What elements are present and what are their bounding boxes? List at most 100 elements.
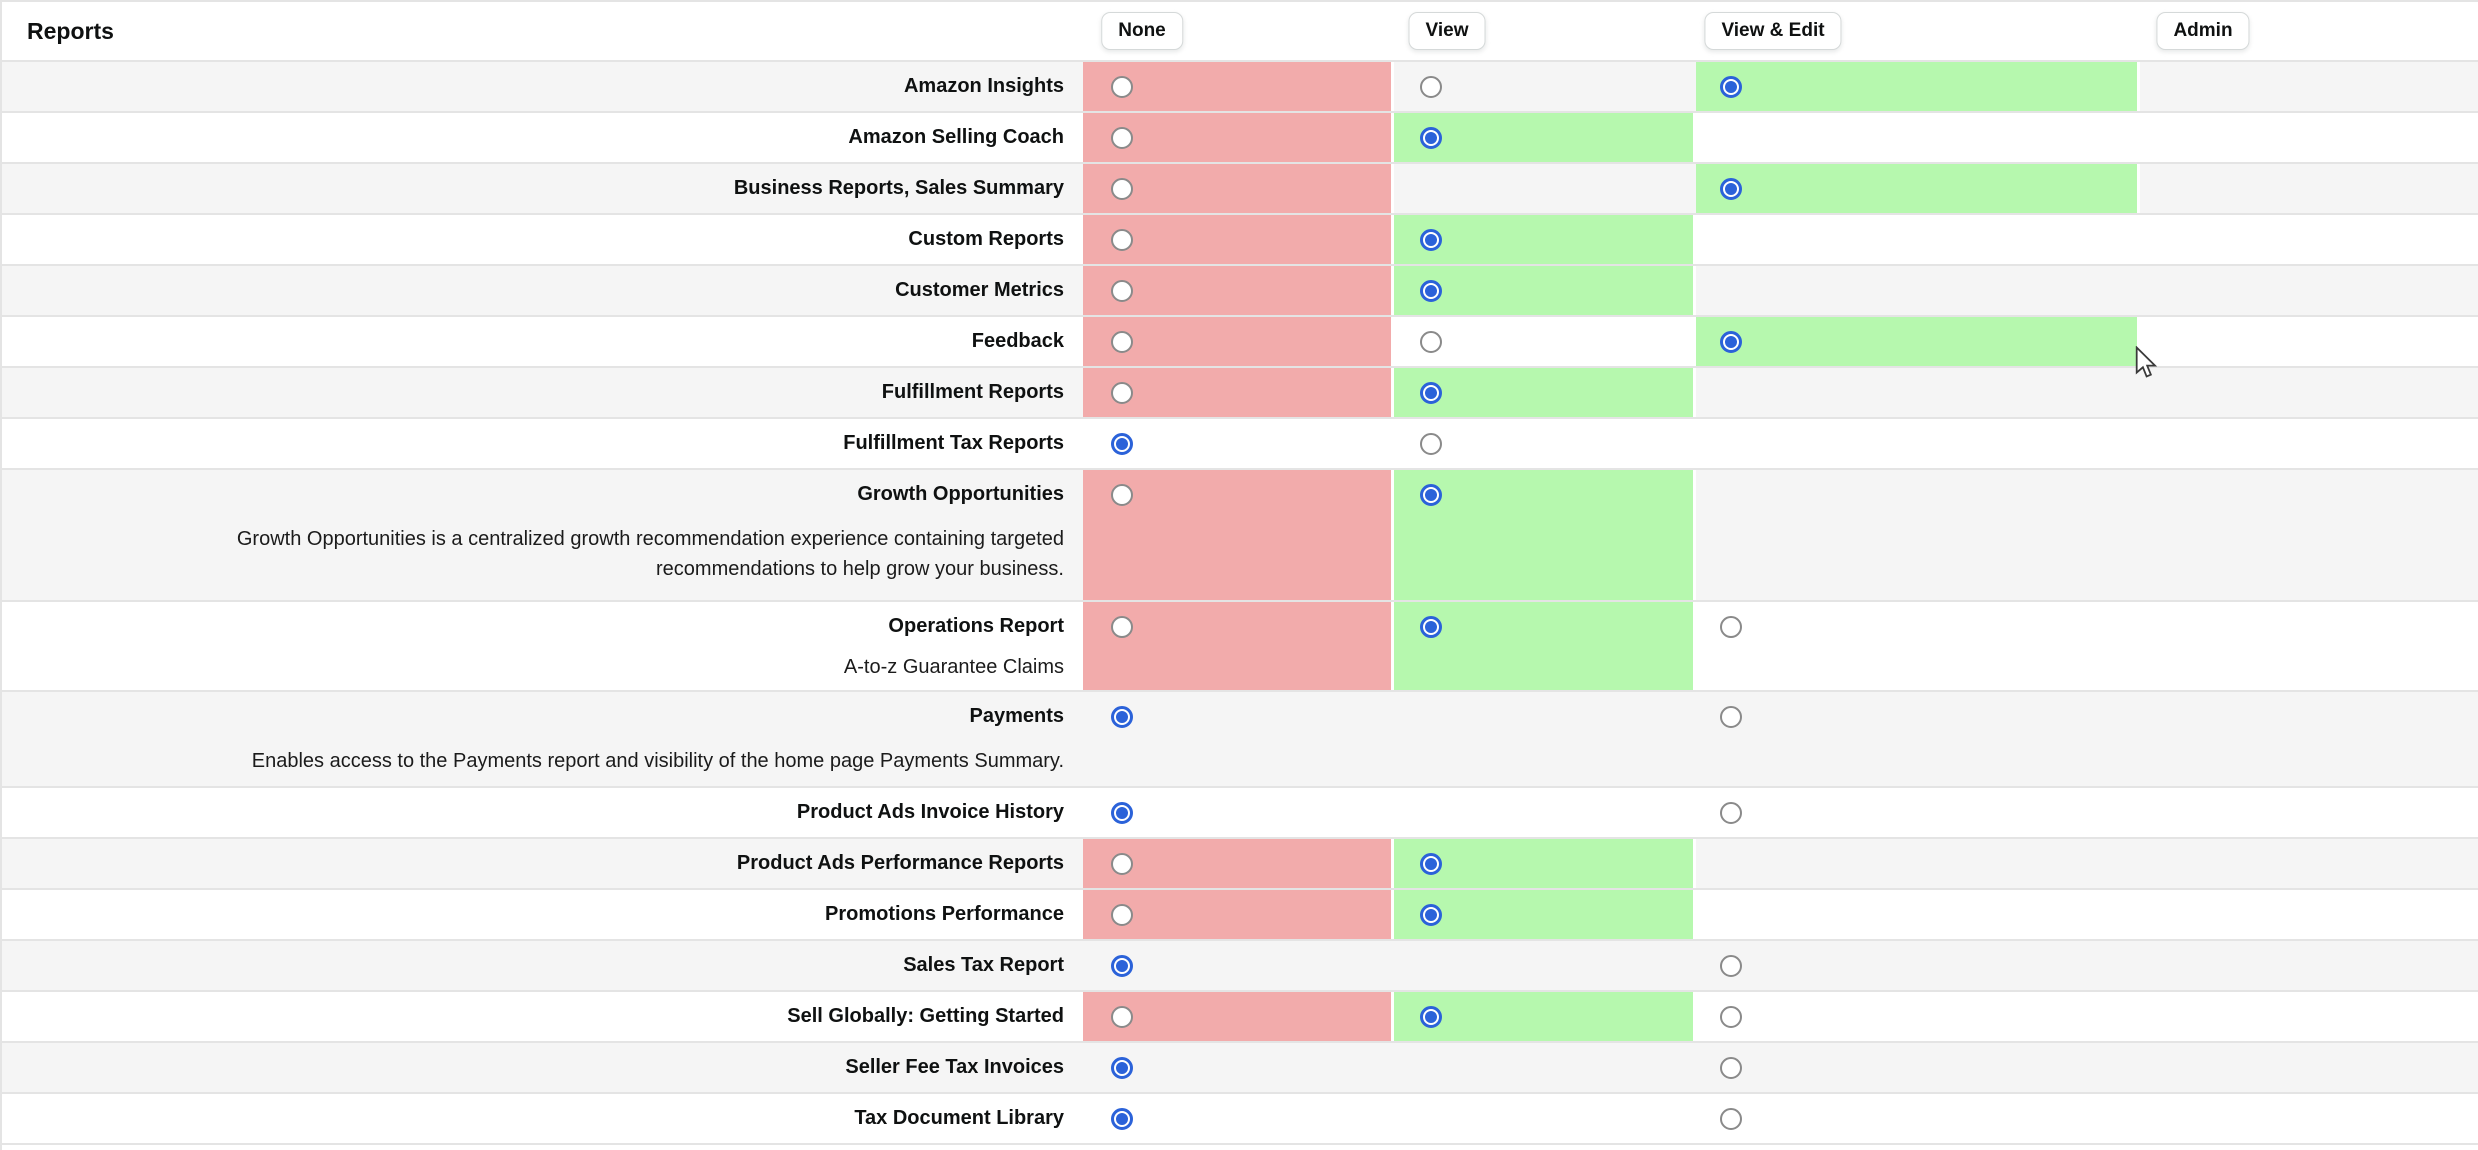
radio-none[interactable] xyxy=(1111,331,1133,353)
row-sublabel: A-to-z Guarantee Claims xyxy=(843,656,1064,678)
cell-view xyxy=(1394,266,1696,315)
radio-view[interactable] xyxy=(1420,76,1442,98)
radio-none[interactable] xyxy=(1111,706,1133,728)
radio-none[interactable] xyxy=(1111,904,1133,926)
radio-none[interactable] xyxy=(1111,229,1133,251)
radio-view_edit[interactable] xyxy=(1720,955,1742,977)
row-labels: Fulfillment Reports xyxy=(2,368,1064,417)
row-labels: Amazon Insights xyxy=(2,62,1064,111)
column-header-view-button[interactable]: View xyxy=(1408,12,1486,50)
cell-view xyxy=(1394,215,1696,264)
row-labels: Sell Globally: Getting Started xyxy=(2,992,1064,1041)
radio-none[interactable] xyxy=(1111,76,1133,98)
radio-view[interactable] xyxy=(1420,904,1442,926)
cell-none xyxy=(1083,62,1394,111)
row-label: Operations Report xyxy=(888,615,1064,637)
column-header-none-button[interactable]: None xyxy=(1101,12,1183,50)
radio-view[interactable] xyxy=(1420,382,1442,404)
cell-none xyxy=(1083,164,1394,213)
column-header-admin-button[interactable]: Admin xyxy=(2156,12,2250,50)
table-row: Feedback xyxy=(2,317,2478,368)
radio-view[interactable] xyxy=(1420,280,1442,302)
radio-view[interactable] xyxy=(1420,484,1442,506)
table-row: Growth Opportunities Growth Opportunitie… xyxy=(2,470,2478,602)
row-label: Custom Reports xyxy=(908,228,1064,250)
table-row: Operations Report A-to-z Guarantee Claim… xyxy=(2,602,2478,692)
section-title: Reports xyxy=(27,18,114,44)
table-row: Sales Tax Report xyxy=(2,941,2478,992)
row-description: Growth Opportunities is a centralized gr… xyxy=(236,528,1064,580)
table-row: Sell Globally: Getting Started xyxy=(2,992,2478,1043)
table-body: Amazon Insights Amazon Selling Coach Bus… xyxy=(2,62,2478,1145)
cell-view xyxy=(1394,992,1696,1041)
radio-view_edit[interactable] xyxy=(1720,1006,1742,1028)
table-row: Custom Reports xyxy=(2,215,2478,266)
cell-view_edit xyxy=(1696,317,2140,366)
table-row: Payments Enables access to the Payments … xyxy=(2,692,2478,788)
cell-view xyxy=(1394,839,1696,888)
radio-none[interactable] xyxy=(1111,382,1133,404)
cell-none xyxy=(1083,113,1394,162)
radio-view[interactable] xyxy=(1420,331,1442,353)
radio-none[interactable] xyxy=(1111,127,1133,149)
cell-view xyxy=(1394,470,1696,600)
table-row: Product Ads Invoice History xyxy=(2,788,2478,839)
cell-none xyxy=(1083,890,1394,939)
radio-view[interactable] xyxy=(1420,853,1442,875)
radio-view[interactable] xyxy=(1420,433,1442,455)
row-label: Product Ads Performance Reports xyxy=(736,852,1064,874)
radio-view[interactable] xyxy=(1420,229,1442,251)
row-labels: Customer Metrics xyxy=(2,266,1064,315)
column-header-view-edit-button[interactable]: View & Edit xyxy=(1704,12,1842,50)
radio-none[interactable] xyxy=(1111,616,1133,638)
cell-view_edit xyxy=(1696,62,2140,111)
row-labels: Payments Enables access to the Payments … xyxy=(2,692,1064,776)
radio-view_edit[interactable] xyxy=(1720,706,1742,728)
row-labels: Operations Report A-to-z Guarantee Claim… xyxy=(2,602,1064,682)
radio-view_edit[interactable] xyxy=(1720,178,1742,200)
radio-none[interactable] xyxy=(1111,802,1133,824)
radio-none[interactable] xyxy=(1111,1006,1133,1028)
radio-view_edit[interactable] xyxy=(1720,331,1742,353)
table-row: Tax Document Library xyxy=(2,1094,2478,1145)
row-label: Customer Metrics xyxy=(895,279,1064,301)
radio-view_edit[interactable] xyxy=(1720,1108,1742,1130)
cell-none xyxy=(1083,368,1394,417)
row-labels: Amazon Selling Coach xyxy=(2,113,1064,162)
cell-none xyxy=(1083,317,1394,366)
radio-view[interactable] xyxy=(1420,127,1442,149)
cell-none xyxy=(1083,215,1394,264)
row-labels: Product Ads Invoice History xyxy=(2,788,1064,837)
radio-none[interactable] xyxy=(1111,853,1133,875)
radio-none[interactable] xyxy=(1111,280,1133,302)
radio-view_edit[interactable] xyxy=(1720,616,1742,638)
table-row: Product Ads Performance Reports xyxy=(2,839,2478,890)
table-row: Fulfillment Reports xyxy=(2,368,2478,419)
radio-none[interactable] xyxy=(1111,1108,1133,1130)
row-label: Seller Fee Tax Invoices xyxy=(845,1056,1064,1078)
row-label: Fulfillment Reports xyxy=(881,381,1064,403)
radio-view_edit[interactable] xyxy=(1720,76,1742,98)
radio-none[interactable] xyxy=(1111,433,1133,455)
radio-view[interactable] xyxy=(1420,1006,1442,1028)
row-label: Amazon Insights xyxy=(903,75,1064,97)
radio-view_edit[interactable] xyxy=(1720,1057,1742,1079)
radio-none[interactable] xyxy=(1111,1057,1133,1079)
row-labels: Promotions Performance xyxy=(2,890,1064,939)
cell-none xyxy=(1083,992,1394,1041)
cell-view xyxy=(1394,890,1696,939)
table-row: Fulfillment Tax Reports xyxy=(2,419,2478,470)
row-labels: Fulfillment Tax Reports xyxy=(2,419,1064,468)
row-labels: Sales Tax Report xyxy=(2,941,1064,990)
row-label: Feedback xyxy=(971,330,1064,352)
radio-none[interactable] xyxy=(1111,955,1133,977)
radio-none[interactable] xyxy=(1111,178,1133,200)
radio-view_edit[interactable] xyxy=(1720,802,1742,824)
cell-view xyxy=(1394,368,1696,417)
table-row: Amazon Selling Coach xyxy=(2,113,2478,164)
radio-view[interactable] xyxy=(1420,616,1442,638)
radio-none[interactable] xyxy=(1111,484,1133,506)
row-labels: Seller Fee Tax Invoices xyxy=(2,1043,1064,1092)
row-label: Amazon Selling Coach xyxy=(848,126,1064,148)
